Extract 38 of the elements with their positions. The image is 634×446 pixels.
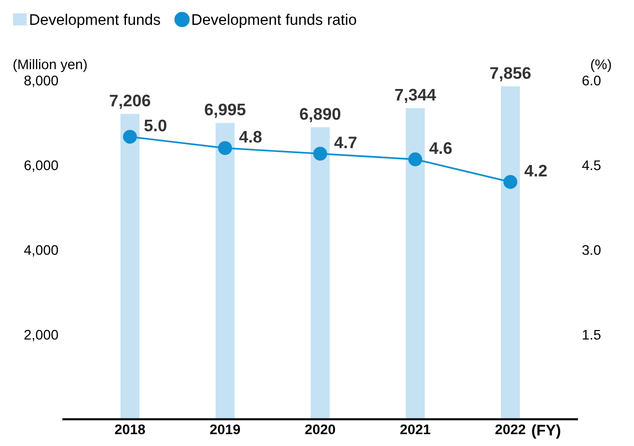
x-tick-label: 2018 xyxy=(115,424,145,434)
data-label: 4.7 xyxy=(334,136,356,148)
data-label: 6,995 xyxy=(204,104,246,118)
y-tick-label: 6,000 xyxy=(24,160,58,172)
x-tick-label: 2021 xyxy=(400,424,430,434)
data-label: 5.0 xyxy=(144,120,166,132)
data-label: 4.8 xyxy=(239,130,262,143)
data-label: 6,890 xyxy=(300,108,340,122)
bar xyxy=(120,114,140,420)
point xyxy=(408,152,422,166)
point xyxy=(313,146,328,161)
data-label: 7,206 xyxy=(110,94,150,109)
y-tick-label: 2,000 xyxy=(24,330,58,342)
bar xyxy=(310,127,330,420)
data-label: 4.2 xyxy=(524,164,547,176)
bar xyxy=(500,86,520,420)
data-label: 7,344 xyxy=(395,88,436,104)
y2-tick-label: 4.5 xyxy=(582,160,601,170)
legend-label: Development funds ratio xyxy=(192,14,356,28)
x-tick-label: 2020 xyxy=(305,424,336,434)
y-tick-label: 4,000 xyxy=(24,245,58,257)
y2-tick-label: 1.5 xyxy=(582,330,601,340)
legend-label: Development funds xyxy=(30,14,160,28)
point xyxy=(218,141,232,156)
data-label: 7,856 xyxy=(490,67,531,82)
y2-tick-label: 6.0 xyxy=(582,76,601,86)
y2-axis-title: (%) xyxy=(591,59,611,72)
bar xyxy=(406,108,425,420)
point xyxy=(503,175,518,189)
bar xyxy=(216,122,235,420)
data-label: 4.6 xyxy=(429,142,452,154)
point xyxy=(123,130,137,144)
y-tick-label: 8,000 xyxy=(24,76,58,88)
y-axis-title: (Million yen) xyxy=(14,59,87,72)
x-tick-label: 2022 xyxy=(495,424,526,434)
y2-tick-label: 3.0 xyxy=(582,245,601,255)
x-axis-title: (FY) xyxy=(532,424,560,439)
x-tick-label: 2019 xyxy=(210,424,240,434)
